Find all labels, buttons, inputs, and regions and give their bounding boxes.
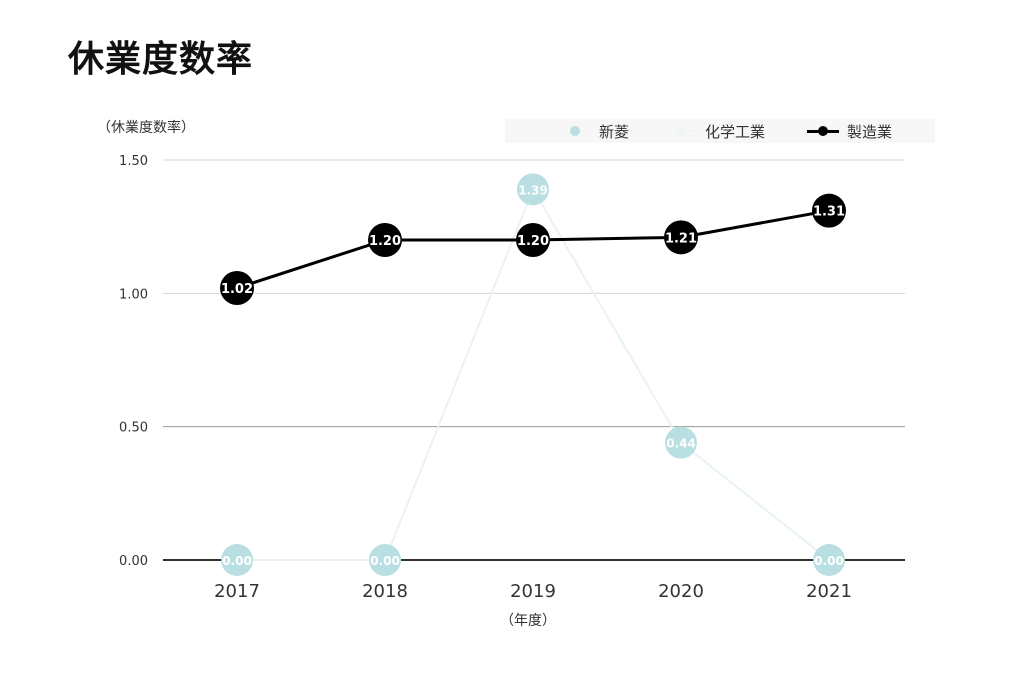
legend-swatch-shinryo — [559, 125, 591, 137]
legend-item-chemical-industry[interactable]: 化学工業 — [665, 119, 765, 143]
data-label-shinryo: 1.39 — [518, 183, 548, 197]
data-label-manufacturing: 1.21 — [665, 231, 697, 246]
y-tick-label: 1.50 — [119, 154, 148, 169]
x-tick-label: 2017 — [214, 581, 260, 602]
x-tick-label: 2019 — [510, 581, 556, 602]
data-point-shinryo[interactable] — [813, 544, 845, 576]
legend-swatch-manufacturing — [807, 125, 839, 137]
data-point-shinryo[interactable] — [369, 544, 401, 576]
page-title: 休業度数率 — [68, 39, 254, 80]
chart-legend: 新菱 化学工業 製造業 — [505, 119, 935, 143]
data-label-manufacturing: 1.20 — [369, 234, 401, 249]
data-point-manufacturing[interactable] — [812, 193, 846, 228]
legend-label: 新菱 — [599, 122, 630, 141]
data-label-manufacturing: 1.02 — [221, 282, 253, 297]
data-label-shinryo: 0.00 — [222, 554, 252, 568]
data-point-shinryo[interactable] — [221, 544, 253, 576]
data-point-manufacturing[interactable] — [220, 271, 254, 305]
x-tick-label: 2018 — [362, 581, 408, 602]
legend-item-manufacturing[interactable]: 製造業 — [807, 119, 892, 143]
y-axis-title: （休業度数率） — [97, 119, 195, 136]
data-point-shinryo[interactable] — [665, 426, 697, 459]
x-tick-label: 2020 — [658, 581, 704, 602]
series-manufacturing: 1.02 1.20 1.20 1.21 1.31 — [220, 193, 846, 305]
series-shinryo: 0.00 0.00 1.39 0.44 0.00 — [221, 173, 845, 576]
x-tick-label: 2021 — [806, 581, 852, 602]
data-label-shinryo: 0.00 — [370, 554, 400, 568]
y-tick-label: 0.50 — [119, 421, 148, 436]
data-point-manufacturing[interactable] — [368, 223, 402, 257]
y-tick-label: 1.00 — [119, 287, 148, 302]
y-tick-label: 0.00 — [119, 554, 148, 569]
legend-swatch-chemical-industry — [665, 125, 697, 137]
data-label-shinryo: 0.00 — [814, 554, 844, 568]
data-point-manufacturing[interactable] — [664, 220, 698, 255]
legend-label: 化学工業 — [705, 122, 766, 141]
data-point-shinryo[interactable] — [517, 173, 549, 206]
data-label-manufacturing: 1.31 — [813, 205, 845, 220]
legend-label: 製造業 — [847, 122, 893, 141]
data-point-manufacturing[interactable] — [516, 223, 550, 257]
data-label-shinryo: 0.44 — [666, 437, 696, 451]
data-label-manufacturing: 1.20 — [517, 234, 549, 249]
legend-item-shinryo[interactable]: 新菱 — [559, 119, 629, 143]
x-axis-title: （年度） — [500, 613, 556, 629]
